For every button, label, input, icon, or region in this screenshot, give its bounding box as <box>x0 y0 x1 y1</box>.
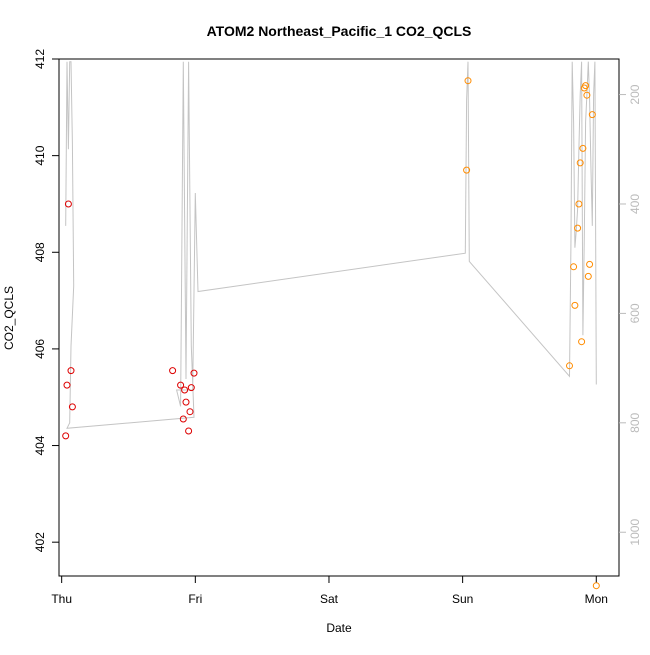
y2-tick-label: 400 <box>628 194 642 214</box>
altitude-line <box>65 61 597 429</box>
data-point <box>185 427 193 435</box>
data-point <box>187 384 195 392</box>
plot-frame <box>58 58 620 577</box>
points-layer <box>62 77 600 590</box>
axes-layer: 402 404 406 408 410 412 200 400 600 800 1000 Thu Fri… <box>33 49 642 606</box>
data-point <box>578 338 586 346</box>
data-point <box>64 200 72 208</box>
data-point <box>169 367 177 375</box>
y2-tick-label: 1000 <box>628 519 642 546</box>
data-point <box>592 582 600 590</box>
y-tick-label: 408 <box>33 242 47 262</box>
data-point <box>182 398 190 406</box>
data-point <box>583 91 591 99</box>
y2-tick-label: 200 <box>628 84 642 104</box>
data-point <box>464 77 472 85</box>
data-point <box>62 432 70 440</box>
y-tick-label: 404 <box>33 435 47 455</box>
chart-title: ATOM2 Northeast_Pacific_1 CO2_QCLS <box>207 23 472 39</box>
data-point <box>181 386 189 394</box>
data-point <box>63 381 71 389</box>
data-point <box>588 111 596 119</box>
data-point <box>179 415 187 423</box>
data-point <box>463 166 471 174</box>
data-point <box>190 369 198 377</box>
y-tick-label: 412 <box>33 49 47 69</box>
x-axis-label: Date <box>326 621 352 635</box>
data-point <box>186 408 194 416</box>
data-point <box>576 159 584 167</box>
data-point <box>579 144 587 152</box>
x-tick-label: Sun <box>452 592 473 606</box>
altitude-line-layer <box>65 61 597 429</box>
y-tick-label: 410 <box>33 145 47 165</box>
data-point <box>574 224 582 232</box>
y2-tick-label: 600 <box>628 303 642 323</box>
data-point <box>67 367 75 375</box>
data-point <box>177 381 185 389</box>
data-point <box>571 301 579 309</box>
data-point <box>586 260 594 268</box>
data-point <box>584 272 592 280</box>
data-point <box>68 403 76 411</box>
data-point <box>575 200 583 208</box>
x-tick-label: Fri <box>188 592 202 606</box>
y-tick-label: 402 <box>33 532 47 552</box>
x-tick-label: Thu <box>51 592 72 606</box>
x-tick-label: Sat <box>320 592 339 606</box>
data-point <box>566 362 573 370</box>
y2-tick-label: 800 <box>628 412 642 432</box>
y-tick-label: 406 <box>33 339 47 359</box>
data-point <box>570 263 578 271</box>
x-tick-label: Mon <box>585 592 608 606</box>
data-point <box>582 82 590 90</box>
y-axis-label: CO2_QCLS <box>2 286 16 350</box>
